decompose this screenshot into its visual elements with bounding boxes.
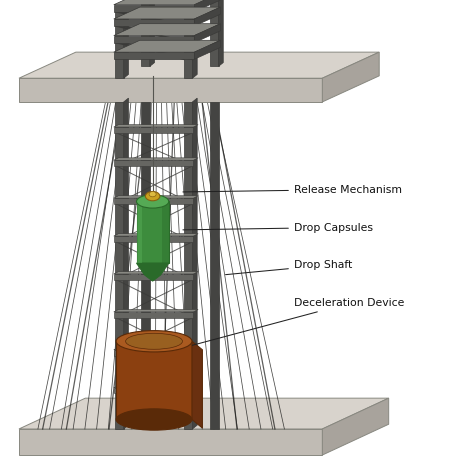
Text: Drop Shaft: Drop Shaft bbox=[226, 260, 352, 274]
Polygon shape bbox=[192, 98, 197, 429]
Ellipse shape bbox=[146, 191, 160, 201]
Polygon shape bbox=[114, 385, 198, 388]
Polygon shape bbox=[184, 8, 197, 12]
Polygon shape bbox=[19, 52, 379, 78]
Polygon shape bbox=[115, 102, 124, 429]
Polygon shape bbox=[137, 263, 169, 281]
Ellipse shape bbox=[116, 331, 192, 352]
Polygon shape bbox=[114, 350, 193, 356]
Polygon shape bbox=[19, 78, 322, 102]
Text: Release Mechanism: Release Mechanism bbox=[183, 184, 402, 195]
Polygon shape bbox=[114, 125, 198, 127]
Polygon shape bbox=[114, 0, 220, 5]
Polygon shape bbox=[219, 0, 223, 66]
Polygon shape bbox=[184, 102, 192, 429]
Polygon shape bbox=[114, 158, 198, 160]
Polygon shape bbox=[115, 12, 124, 78]
Polygon shape bbox=[194, 24, 220, 43]
Polygon shape bbox=[19, 398, 389, 429]
Polygon shape bbox=[114, 312, 193, 318]
Polygon shape bbox=[114, 310, 198, 312]
Polygon shape bbox=[210, 0, 219, 66]
Text: Deceleration Device: Deceleration Device bbox=[192, 298, 404, 345]
Bar bbox=[162, 201, 169, 263]
Ellipse shape bbox=[126, 333, 182, 349]
Polygon shape bbox=[114, 196, 198, 198]
Polygon shape bbox=[114, 5, 194, 12]
Polygon shape bbox=[114, 160, 193, 166]
Polygon shape bbox=[114, 40, 220, 52]
Text: Drop Capsules: Drop Capsules bbox=[183, 222, 373, 233]
Polygon shape bbox=[114, 127, 193, 133]
Polygon shape bbox=[19, 429, 322, 455]
Polygon shape bbox=[124, 8, 128, 78]
Polygon shape bbox=[115, 8, 128, 12]
Polygon shape bbox=[114, 36, 194, 43]
Bar bbox=[137, 201, 169, 263]
Polygon shape bbox=[114, 272, 198, 274]
Polygon shape bbox=[141, 0, 150, 66]
Polygon shape bbox=[114, 347, 198, 350]
Polygon shape bbox=[194, 0, 220, 12]
Polygon shape bbox=[150, 0, 155, 66]
Polygon shape bbox=[114, 236, 193, 242]
Bar bbox=[137, 201, 142, 263]
Polygon shape bbox=[210, 102, 219, 429]
Ellipse shape bbox=[116, 409, 192, 430]
Polygon shape bbox=[184, 12, 192, 78]
Ellipse shape bbox=[149, 191, 156, 197]
Polygon shape bbox=[322, 52, 379, 102]
Polygon shape bbox=[114, 234, 198, 236]
Polygon shape bbox=[194, 40, 220, 59]
Bar bbox=[116, 341, 192, 419]
Polygon shape bbox=[192, 8, 197, 78]
Polygon shape bbox=[114, 274, 193, 280]
Polygon shape bbox=[141, 102, 150, 429]
Polygon shape bbox=[192, 341, 202, 428]
Ellipse shape bbox=[137, 195, 169, 208]
Polygon shape bbox=[114, 388, 193, 393]
Polygon shape bbox=[124, 98, 128, 429]
Polygon shape bbox=[114, 7, 220, 19]
Polygon shape bbox=[114, 19, 194, 26]
Polygon shape bbox=[194, 7, 220, 26]
Polygon shape bbox=[114, 52, 194, 59]
Polygon shape bbox=[114, 198, 193, 204]
Polygon shape bbox=[114, 24, 220, 36]
Polygon shape bbox=[322, 398, 389, 455]
